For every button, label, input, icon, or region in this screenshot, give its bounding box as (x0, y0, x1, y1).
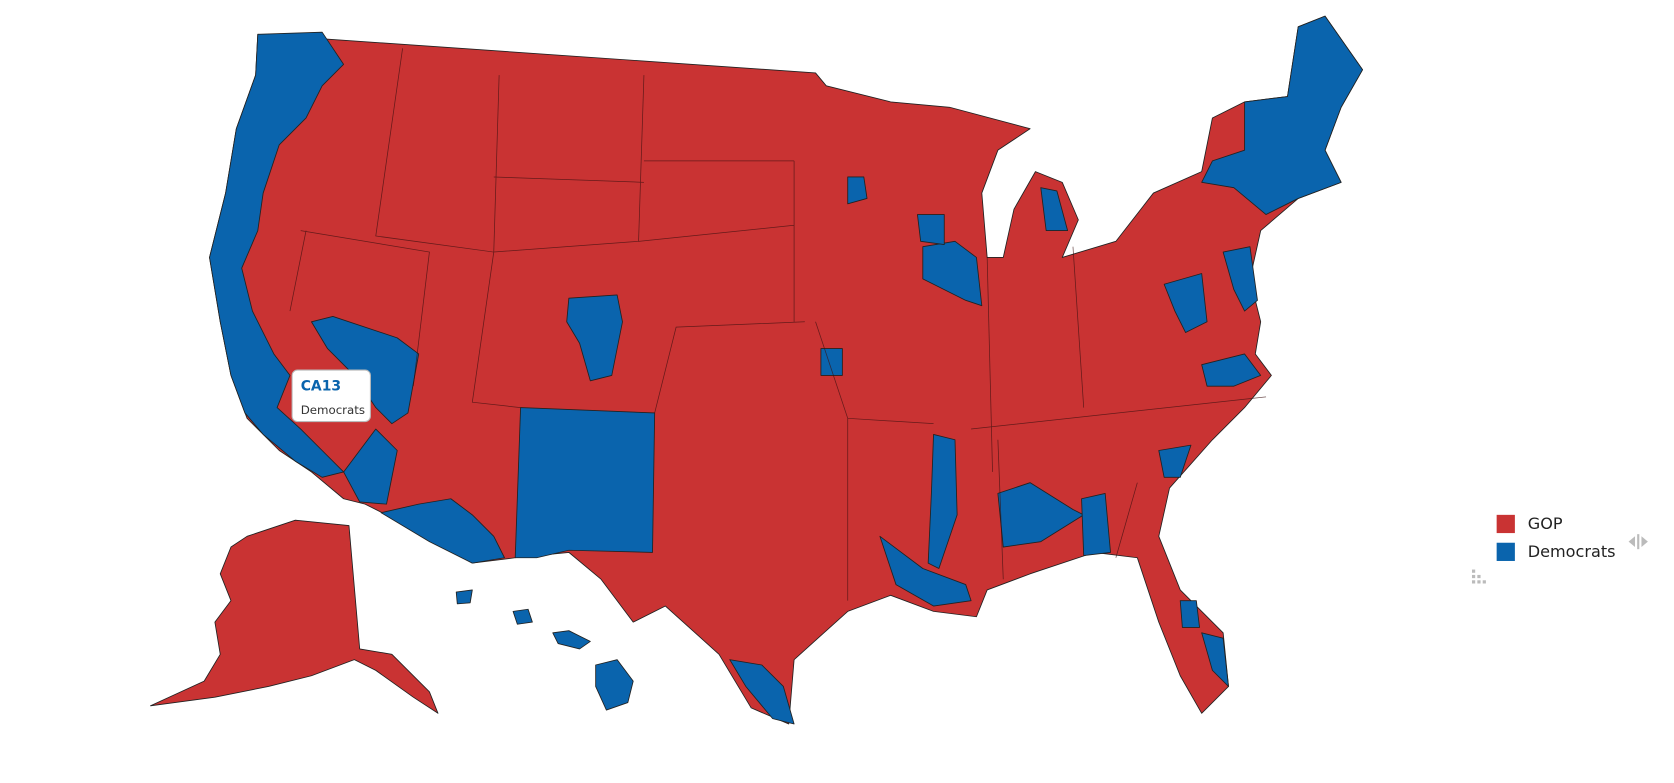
drag-icon[interactable] (1471, 569, 1486, 584)
district-region[interactable] (566, 294, 623, 382)
district-region[interactable] (343, 428, 398, 505)
district-region[interactable] (514, 407, 656, 559)
district-region[interactable] (1201, 632, 1229, 687)
district-region[interactable] (1222, 246, 1258, 312)
tooltip: CA13 Democrats (291, 369, 371, 423)
district-region[interactable] (595, 659, 634, 711)
district-region[interactable] (917, 214, 945, 245)
legend-label[interactable]: Democrats (1528, 542, 1616, 561)
district-region[interactable] (209, 31, 345, 478)
controls (1471, 534, 1648, 584)
district-region[interactable] (552, 630, 591, 650)
district-region[interactable] (512, 608, 533, 625)
resize-icon[interactable] (1628, 536, 1648, 548)
district-region[interactable] (729, 659, 795, 725)
district-region[interactable] (1201, 15, 1364, 215)
district-region[interactable] (847, 176, 868, 205)
district-region[interactable] (879, 535, 972, 607)
legend: GOP Democrats (1496, 514, 1616, 561)
district-region[interactable] (922, 240, 983, 307)
legend-item[interactable]: GOP (1496, 514, 1563, 534)
district-region[interactable] (1040, 187, 1069, 232)
district-region[interactable] (1179, 600, 1200, 628)
resize-icon[interactable] (1637, 534, 1640, 550)
district-region[interactable] (927, 433, 958, 569)
legend-swatch[interactable] (1496, 514, 1515, 534)
legend-label[interactable]: GOP (1528, 514, 1563, 533)
district-region[interactable] (455, 589, 473, 605)
tooltip-district: CA13 (301, 378, 341, 394)
tooltip-party: Democrats (301, 403, 365, 417)
tooltip-box (291, 369, 371, 423)
district-region[interactable] (1163, 273, 1208, 333)
district-region[interactable] (150, 519, 439, 714)
district-region[interactable] (820, 348, 843, 376)
district-region[interactable] (1158, 444, 1192, 478)
legend-swatch[interactable] (1496, 542, 1515, 561)
district-region[interactable] (1081, 492, 1111, 557)
map-regions (150, 15, 1364, 725)
district-region[interactable] (380, 498, 505, 564)
state-borders (289, 48, 1267, 601)
district-region[interactable] (1201, 353, 1262, 387)
legend-item[interactable]: Democrats (1496, 542, 1616, 561)
